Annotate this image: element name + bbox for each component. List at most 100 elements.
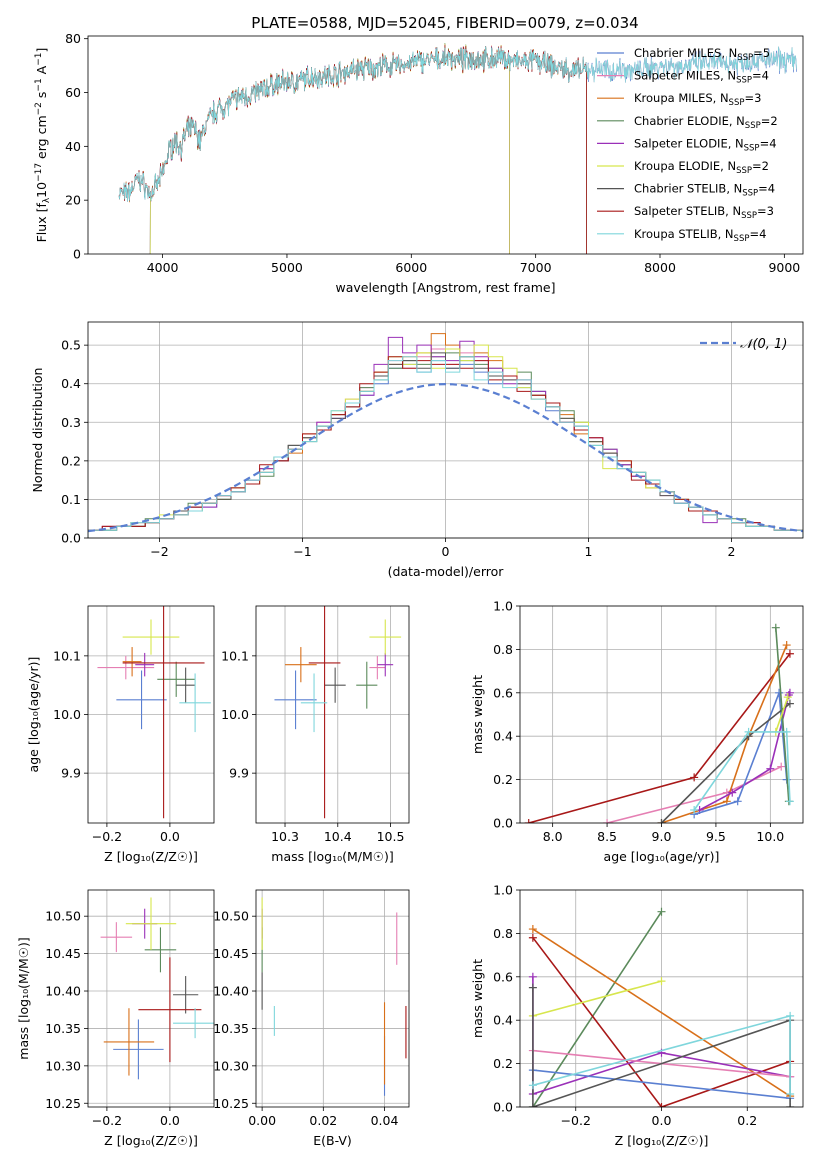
z_vs_age-ytick-label: 9.9	[61, 766, 81, 781]
spectrum-legend-label: Chabrier MILES, NSSP=5	[634, 46, 770, 63]
ebv_vs_mass-xtick-label: 0.04	[371, 1113, 399, 1128]
age_vs_weight-ytick-label: 0.4	[493, 729, 513, 744]
z_vs_weight-series-line	[532, 980, 662, 1017]
z_vs_mass-ylabel: mass [log₁₀(M/M☉)]	[16, 937, 31, 1059]
spectrum-legend-name: Kroupa MILES, N	[634, 91, 729, 105]
spectrum-ylabel-part: −1	[34, 78, 44, 91]
age_vs_weight-xtick-label: 8.5	[597, 829, 617, 844]
z_vs_age-ylabel: age [log₁₀(age/yr)]	[26, 657, 41, 773]
z_vs_weight-point-marker	[657, 1103, 666, 1107]
spectrum-series-line	[118, 46, 797, 202]
z_vs_weight-xlabel: Z [log₁₀(Z/Z☉)]	[615, 1133, 709, 1148]
age_vs_weight-series-line	[693, 731, 791, 811]
residuals-ytick-label: 0.4	[61, 376, 81, 391]
spectrum-ytick-label: 60	[65, 85, 81, 100]
age_vs_weight-series-line	[528, 653, 791, 823]
spectrum-series-line	[149, 46, 510, 254]
z_vs_mass-ytick-label: 10.50	[45, 909, 81, 924]
figure-title: PLATE=0588, MJD=52045, FIBERID=0079, z=0…	[251, 14, 638, 32]
age_vs_weight-series-line	[775, 696, 789, 733]
age_vs_weight-xlabel: age [log₁₀(age/yr)]	[604, 849, 720, 864]
spectrum-legend-name: Kroupa ELODIE, N	[634, 159, 736, 173]
age_vs_weight-ytick-label: 1.0	[493, 599, 513, 614]
residuals-ylabel: Normed distribution	[30, 368, 45, 493]
normal-curve-line	[88, 382, 803, 533]
residuals-frame	[87, 321, 804, 539]
spectrum-xtick-label: 9000	[768, 260, 800, 275]
mass_vs_age-frame	[255, 605, 410, 824]
residuals-xtick-label: 1	[585, 544, 593, 559]
spectrum-legend-suffix: =2	[752, 159, 769, 173]
mass_vs_age-xtick-label: 10.3	[271, 829, 299, 844]
z_vs_weight-series-line	[532, 911, 663, 1107]
mass_vs_age-ytick-label: 9.9	[229, 766, 249, 781]
z_vs_weight-series-line	[532, 1069, 791, 1100]
mass_vs_age-ytick-label: 10.0	[221, 707, 249, 722]
spectrum-ylabel-part: −1	[34, 53, 44, 66]
age_vs_weight-point-marker	[785, 688, 794, 697]
spectrum-legend-sub: SSP	[736, 76, 752, 86]
age_vs_weight-panel: 8.0 8.5 9.0 9.5 10.0 0.0 0.2 0.4 0.6 0.8 1.0 age [l…	[470, 599, 804, 864]
spectrum-legend-suffix: =4	[758, 182, 775, 196]
spectrum-legend-name: Kroupa STELIB, N	[634, 227, 734, 241]
mass_vs_age-panel: 10.3 10.4 10.5 9.9 10.0 10.1 mass [log₁₀(M/M☉)…	[221, 605, 410, 864]
residuals-ytick-label: 0.2	[61, 453, 81, 468]
age_vs_weight-series-line	[693, 692, 788, 816]
z_vs_mass-plot-area	[100, 897, 214, 1080]
ebv_vs_mass-xlabel: E(B-V)	[313, 1133, 352, 1148]
spectrum-ylabel-part: λ	[42, 197, 52, 203]
spectrum-legend-sub: SSP	[734, 234, 750, 244]
z_vs_mass-xlabel: Z [log₁₀(Z/Z☉)]	[104, 1133, 198, 1148]
z_vs_age-ytick-label: 10.0	[53, 707, 81, 722]
z_vs_weight-point-marker	[528, 1081, 537, 1090]
z_vs_weight-ytick-label: 0.8	[493, 926, 513, 941]
spectrum-ylabel-part: Flux [f	[34, 203, 49, 243]
ebv_vs_mass-xtick-label: 0.00	[248, 1113, 276, 1128]
age_vs_weight-ylabel: mass weight	[470, 675, 485, 754]
spectrum-ylabel-part: −17	[34, 163, 44, 182]
z_vs_mass-ytick-label: 10.30	[45, 1058, 81, 1073]
age_vs_weight-xtick-label: 10.0	[756, 829, 784, 844]
spectrum-panel: 4000 5000 6000 7000 8000 9000 0 20 40 60 80 wavelen…	[34, 31, 804, 295]
age_vs_weight-point-marker	[744, 727, 753, 736]
z_vs_mass-panel: −0.2 0.0 10.25 10.30 10.35 10.40 10.45 10.50 Z […	[16, 889, 215, 1148]
spectrum-ylabel-part: 10	[34, 182, 49, 198]
residuals-xtick-label: 0	[442, 544, 450, 559]
ebv_vs_mass-ytick-label: 10.30	[213, 1058, 249, 1073]
age_vs_weight-point-marker	[728, 788, 737, 797]
residuals-plot-area	[88, 333, 803, 538]
z_vs_weight-xtick-label: 0.0	[652, 1113, 672, 1128]
age_vs_weight-point-marker	[777, 762, 786, 771]
spectrum-ytick-label: 40	[65, 139, 81, 154]
spectrum-legend-suffix: =5	[753, 46, 770, 60]
spectrum-legend-label: Kroupa STELIB, NSSP=4	[634, 227, 766, 244]
z_vs_mass-ytick-label: 10.45	[45, 946, 81, 961]
z_vs_age-xtick-label: 0.0	[160, 829, 180, 844]
spectrum-legend-sub: SSP	[745, 121, 761, 131]
spectrum-legend-label: Salpeter MILES, NSSP=4	[634, 69, 769, 86]
z_vs_weight-ytick-label: 0.2	[493, 1056, 513, 1071]
mass_vs_age-plot-area	[274, 606, 402, 819]
z_vs_age-frame	[87, 605, 215, 824]
z_vs_mass-ytick-label: 10.25	[45, 1096, 81, 1111]
age_vs_weight-point-marker	[785, 797, 794, 806]
age_vs_weight-series-line	[699, 692, 791, 811]
age_vs_weight-xtick-label: 8.0	[543, 829, 563, 844]
z_vs_weight-point-marker	[528, 933, 537, 942]
z_vs_weight-series-line	[532, 937, 791, 1107]
spectrum-legend-suffix: =4	[749, 227, 766, 241]
spectrum-legend-name: Chabrier ELODIE, N	[634, 114, 745, 128]
spectrum-legend-label: Kroupa MILES, NSSP=3	[634, 91, 761, 108]
residuals-xtick-label: 2	[728, 544, 736, 559]
age_vs_weight-xtick-label: 9.5	[706, 829, 726, 844]
z_vs_weight-plot-area	[528, 907, 795, 1107]
z_vs_age-panel: −0.2 0.0 9.9 10.0 10.1 Z [log₁₀(Z/Z☉)] age [lo…	[26, 605, 215, 864]
spectrum-xtick-label: 8000	[644, 260, 676, 275]
spectrum-frame	[87, 35, 804, 255]
spectrum-legend-suffix: =3	[757, 204, 774, 218]
spectrum-legend-sub: SSP	[729, 98, 745, 108]
z_vs_age-plot-area	[97, 606, 211, 819]
spectrum-legend-suffix: =3	[744, 91, 761, 105]
z_vs_weight-xtick-label: 0.2	[737, 1113, 757, 1128]
